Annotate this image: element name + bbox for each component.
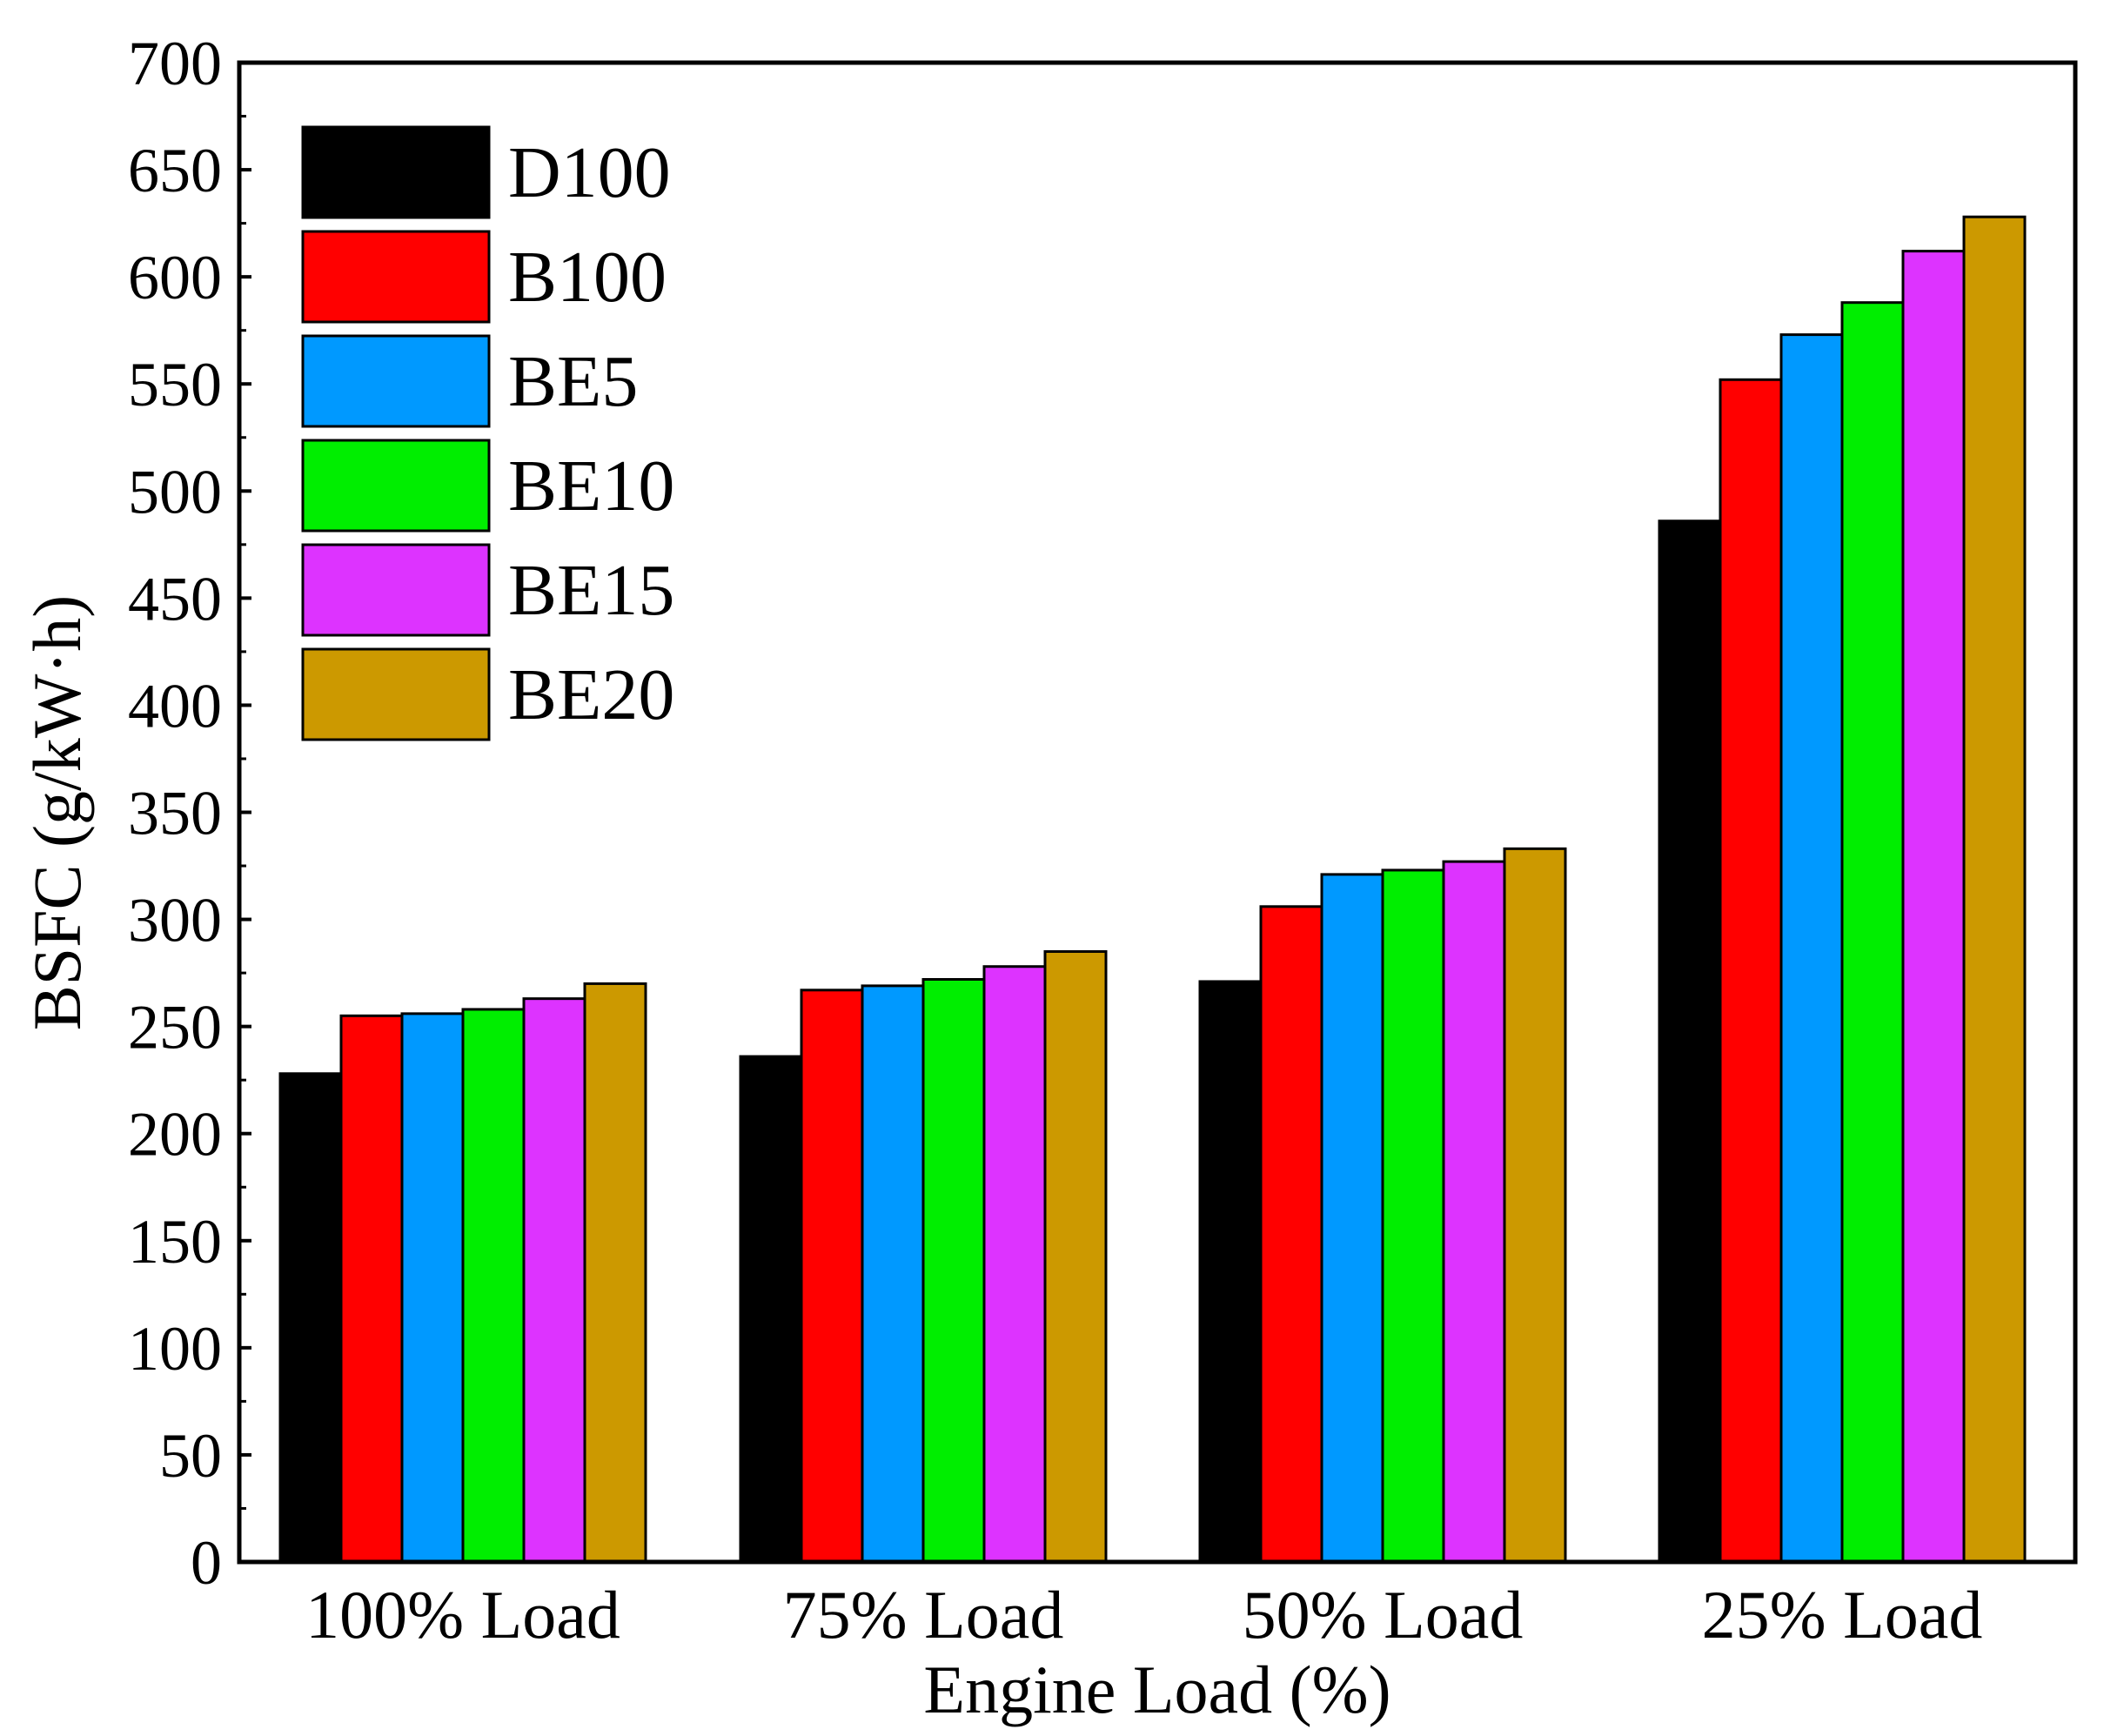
bar-b100-4 [1719, 378, 1783, 1564]
x-category-label: 50% Load [1243, 1577, 1524, 1652]
y-tick-label: 50 [159, 1421, 222, 1491]
bar-be20-4 [1962, 215, 2027, 1564]
legend-swatch-be15 [301, 543, 491, 637]
x-category-label: 75% Load [783, 1577, 1064, 1652]
plot-frame [237, 60, 2078, 1565]
bar-be10-3 [1381, 868, 1445, 1564]
y-tick-label: 450 [128, 564, 222, 633]
y-tick-label: 250 [128, 993, 222, 1062]
y-tick-label: 0 [191, 1528, 222, 1598]
legend-swatch-d100 [301, 125, 491, 219]
legend-swatch-be5 [301, 334, 491, 428]
x-category-label: 25% Load [1702, 1577, 1983, 1652]
bar-d100-4 [1658, 519, 1722, 1564]
legend-label-b100: B100 [508, 237, 667, 318]
bar-be5-2 [861, 984, 925, 1564]
legend-label-d100: D100 [508, 132, 671, 213]
bar-b100-3 [1259, 905, 1323, 1564]
y-tick-label: 400 [128, 671, 222, 741]
bar-be20-3 [1503, 847, 1567, 1564]
y-tick-label: 200 [128, 1100, 222, 1170]
y-axis-title: BSFC (g/kW·h) [19, 595, 95, 1031]
bar-be5-4 [1779, 333, 1844, 1564]
bar-be20-1 [583, 982, 647, 1564]
legend-swatch-be10 [301, 439, 491, 533]
bar-d100-2 [739, 1055, 803, 1564]
y-tick-label: 700 [128, 29, 222, 98]
bar-be15-1 [522, 997, 586, 1564]
bars-group [278, 215, 2027, 1564]
bar-be15-4 [1901, 250, 1966, 1564]
x-category-label: 100% Load [305, 1577, 620, 1652]
bar-be20-2 [1043, 949, 1108, 1564]
legend: D100 B100 BE5 BE10 BE15 BE20 [301, 125, 674, 741]
x-axis: 100% Load 75% Load 50% Load 25% Load [305, 1577, 1982, 1652]
bar-be10-2 [921, 977, 986, 1564]
y-tick-label: 300 [128, 886, 222, 955]
y-tick-label: 100 [128, 1314, 222, 1384]
legend-label-be10: BE10 [508, 446, 674, 526]
y-tick-label: 350 [128, 779, 222, 848]
legend-label-be5: BE5 [508, 341, 638, 422]
legend-label-be15: BE15 [508, 550, 674, 631]
bar-be10-4 [1840, 301, 1905, 1564]
y-tick-label: 600 [128, 243, 222, 312]
bar-d100-1 [278, 1072, 343, 1564]
bar-b100-2 [800, 989, 864, 1564]
bar-b100-1 [339, 1014, 404, 1564]
y-tick-label: 550 [128, 350, 222, 419]
y-tick-label: 500 [128, 457, 222, 526]
bar-be5-3 [1320, 873, 1384, 1564]
legend-swatch-be20 [301, 647, 491, 741]
x-axis-title: Engine Load (%) [923, 1652, 1390, 1727]
bar-be10-1 [461, 1008, 526, 1564]
bar-be15-3 [1442, 860, 1506, 1564]
y-tick-label: 150 [128, 1207, 222, 1277]
bar-d100-3 [1198, 980, 1263, 1564]
legend-swatch-b100 [301, 230, 491, 324]
y-tick-label: 650 [128, 136, 222, 205]
legend-label-be20: BE20 [508, 654, 674, 735]
bar-be15-2 [982, 965, 1047, 1564]
bar-be5-1 [400, 1012, 465, 1564]
